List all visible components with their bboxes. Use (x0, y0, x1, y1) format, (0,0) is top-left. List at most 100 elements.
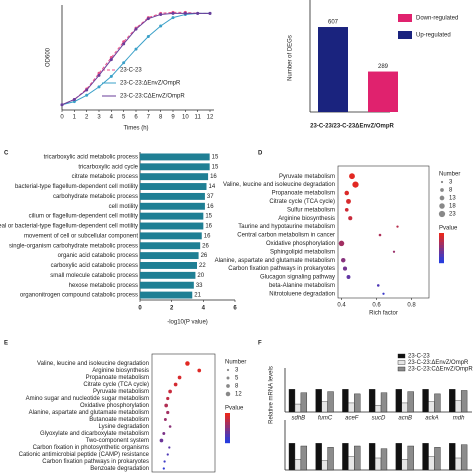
legend-label: 5 (235, 376, 239, 382)
color-bar (439, 257, 444, 261)
bar (300, 392, 308, 413)
dot (197, 368, 202, 373)
bar (455, 457, 462, 471)
dot (344, 207, 349, 212)
legend-dot (226, 368, 230, 372)
point (146, 17, 150, 21)
legend-label: 3 (235, 368, 239, 374)
legend-label: Up-regulated (416, 33, 451, 39)
bar (455, 400, 462, 413)
color-bar (225, 416, 230, 420)
dot (173, 382, 178, 387)
dot (163, 418, 167, 421)
y-tick-label: Arginine biosynthesis (92, 368, 149, 374)
x-tick-label: 12 (207, 115, 214, 121)
legend-label: 8 (449, 188, 453, 194)
y-tick-label: tricarboxylic acid metabolic process (44, 155, 138, 161)
y-tick-label: cell motility (109, 204, 138, 210)
y-tick-label: Oxidative phosphorylation (80, 403, 149, 409)
dot (376, 284, 380, 287)
bar (140, 242, 201, 250)
legend-dot (439, 195, 445, 201)
y-tick-label: Alanine, aspartate and glutamate metabol… (29, 410, 149, 416)
x-tick-label: 0.6 (372, 303, 381, 309)
count-label: 33 (196, 283, 203, 289)
legend-label: 12 (235, 392, 242, 398)
legend-swatch (397, 366, 406, 372)
point (85, 88, 89, 92)
count-label: 20 (197, 273, 204, 279)
bar (327, 391, 334, 413)
count-label: 16 (204, 233, 211, 239)
y-tick-label: organic acid catabolic process (58, 253, 138, 259)
legend-label: 8 (235, 384, 239, 390)
y-tick-label: Two-component system (86, 438, 149, 444)
count-label: 16 (205, 224, 212, 230)
color-bar (439, 260, 444, 264)
point (159, 24, 163, 28)
point (122, 42, 126, 46)
point (171, 16, 175, 20)
panel-label: C (4, 151, 9, 157)
legend-label: 13 (449, 196, 456, 202)
bar (140, 222, 204, 230)
dot (162, 467, 165, 470)
x-tick-label: 1 (73, 115, 77, 121)
bar (460, 444, 468, 471)
x-tick-label: 3 (97, 115, 101, 121)
bar (300, 445, 308, 471)
color-bar (225, 431, 230, 435)
bar (428, 456, 435, 471)
y-tick-label: cilium or flagellum-dependent cell motil… (29, 214, 138, 220)
point (159, 12, 163, 16)
x-tick-label: 5 (122, 115, 126, 121)
bar (395, 443, 403, 471)
y-tick-label: Valine, leucine and isoleucine degradati… (223, 182, 335, 188)
x-axis-label: Rich factor (369, 311, 398, 317)
point (72, 100, 76, 104)
color-bar (225, 419, 230, 423)
y-tick-label: Propanoate metabolism (272, 191, 335, 197)
dot (338, 240, 345, 247)
legend-title: Pvalue (439, 226, 458, 232)
point (171, 11, 175, 15)
dot (349, 173, 355, 180)
y-tick-label: hexose metabolic process (69, 283, 138, 289)
legend-swatch (397, 360, 406, 365)
x-tick-label: 9 (171, 115, 175, 121)
y-tick-label: Cationic antimicrobial peptide (CAMP) re… (19, 452, 150, 458)
bar (428, 401, 435, 413)
bar (315, 443, 322, 471)
y-tick-label: Central carbon metabolism in cancer (237, 233, 335, 239)
legend-swatch (397, 353, 406, 359)
count-label: 26 (201, 253, 208, 259)
bar (354, 445, 361, 471)
dot (378, 233, 382, 237)
count-label: 22 (199, 263, 206, 269)
dot (166, 396, 170, 401)
dot (177, 375, 182, 380)
y-tick-label: single-organism carbohydrate metabolic p… (9, 243, 138, 249)
legend-title: Number (225, 360, 246, 366)
plot-frame (337, 165, 430, 299)
color-bar (439, 251, 444, 255)
bar (140, 153, 210, 161)
color-bar (225, 440, 230, 444)
count-label: 15 (212, 155, 219, 161)
y-tick-label: organonitrogen compound catabolic proces… (20, 293, 138, 299)
bar (374, 405, 382, 413)
point (85, 93, 89, 97)
color-bar (439, 242, 444, 246)
y-tick-label: beta-Alanine metabolism (269, 283, 335, 289)
legend-dot (226, 384, 230, 388)
dot (162, 432, 166, 435)
value-label: 289 (378, 64, 389, 70)
bar (348, 402, 355, 413)
color-bar (225, 437, 230, 441)
y-tick-label: Sphingolipid metabolism (270, 249, 335, 255)
y-tick-label: citrate metabolic process (72, 174, 138, 180)
y-tick-label: Taurine and hypotaurine metabolism (238, 224, 335, 230)
y-axis-label: OD600 (46, 47, 52, 67)
dot (344, 190, 350, 196)
dot (340, 257, 346, 263)
